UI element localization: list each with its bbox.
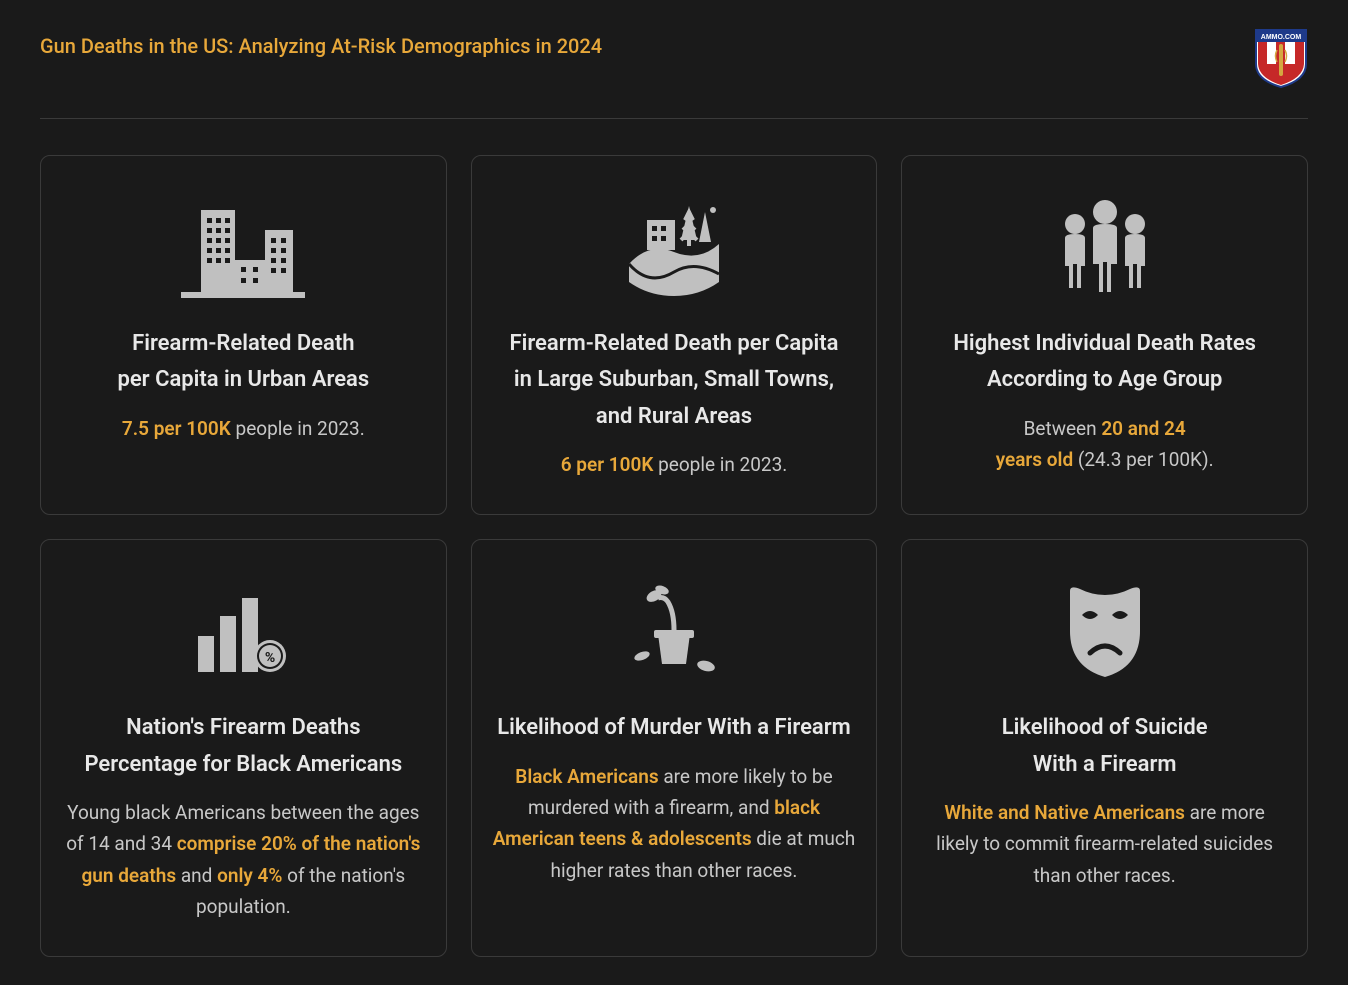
page-header: Gun Deaths in the US: Analyzing At-Risk …	[40, 28, 1308, 119]
card-urban: Firearm-Related Death per Capita in Urba…	[40, 155, 447, 515]
card-body: Black Americans are more likely to be mu…	[492, 761, 857, 886]
brand-logo: AMMO.COM	[1254, 28, 1308, 88]
card-black-americans-pct: % Nation's Firearm Deaths Percentage for…	[40, 539, 447, 957]
buildings-icon	[173, 192, 313, 302]
card-rural: Firearm-Related Death per Capita in Larg…	[471, 155, 878, 515]
people-icon	[1045, 192, 1165, 302]
card-body: 6 per 100K people in 2023.	[561, 449, 788, 480]
svg-text:%: %	[265, 650, 275, 666]
card-murder-likelihood: Likelihood of Murder With a Firearm Blac…	[471, 539, 878, 957]
card-title: Firearm-Related Death per Capita in Urba…	[117, 326, 369, 399]
card-title: Likelihood of Murder With a Firearm	[497, 710, 851, 746]
card-age-group: Highest Individual Death Rates According…	[901, 155, 1308, 515]
sad-mask-icon	[1060, 576, 1150, 686]
svg-text:AMMO.COM: AMMO.COM	[1261, 34, 1302, 41]
card-body: White and Native Americans are more like…	[922, 797, 1287, 891]
card-title: Highest Individual Death Rates According…	[953, 326, 1256, 399]
card-title: Firearm-Related Death per Capita in Larg…	[510, 326, 839, 435]
card-title: Likelihood of Suicide With a Firearm	[1002, 710, 1208, 783]
barchart-icon: %	[188, 576, 298, 686]
card-body: Young black Americans between the ages o…	[61, 797, 426, 922]
card-body: 7.5 per 100K people in 2023.	[122, 413, 365, 444]
cards-grid: Firearm-Related Death per Capita in Urba…	[40, 155, 1308, 957]
wilted-plant-icon	[614, 576, 734, 686]
card-body: Between 20 and 24 years old (24.3 per 10…	[996, 413, 1214, 476]
rural-icon	[609, 192, 739, 302]
page-title: Gun Deaths in the US: Analyzing At-Risk …	[40, 28, 602, 58]
card-title: Nation's Firearm Deaths Percentage for B…	[84, 710, 402, 783]
card-suicide-likelihood: Likelihood of Suicide With a Firearm Whi…	[901, 539, 1308, 957]
